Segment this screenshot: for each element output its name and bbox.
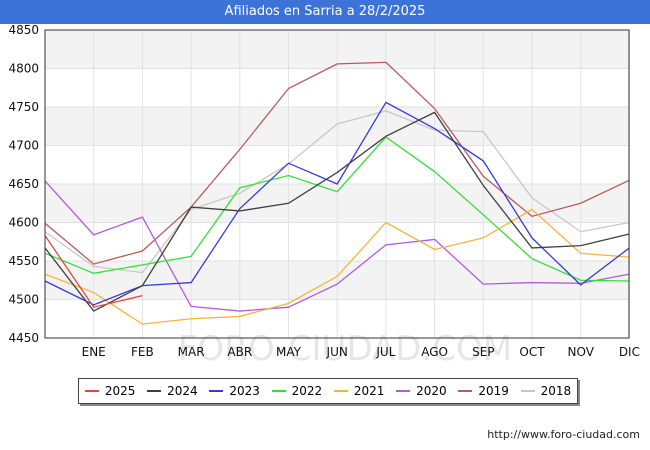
x-tick-label: MAR [178, 345, 205, 359]
legend-swatch [271, 390, 286, 392]
legend-swatch [333, 390, 348, 392]
line-chart: FORO-CIUDAD.COM 4450 4500 4550 4600 4650 4700… [8, 23, 640, 369]
y-tick-label: 4700 [8, 139, 39, 153]
x-tick-labels: ENE FEB MAR ABR MAY JUN JUL AGO SEP OCT NOV DIC [82, 345, 640, 359]
legend-label: 2018 [540, 384, 572, 398]
legend-swatch [147, 390, 162, 392]
legend-item-2020: 2020 [396, 384, 447, 398]
legend-item-2018: 2018 [520, 384, 572, 398]
legend-label: 2022 [291, 384, 323, 398]
legend-swatch [209, 390, 224, 392]
y-tick-label: 4800 [8, 62, 39, 76]
legend-item-2023: 2023 [209, 384, 260, 398]
series-line-2020 [44, 180, 630, 312]
x-tick-label: DIC [619, 345, 640, 359]
y-tick-labels: 4450 4500 4550 4600 4650 4700 4750 4800 4850 [8, 23, 39, 345]
legend-swatch [458, 390, 473, 392]
x-tick-label: JUN [326, 345, 348, 359]
footer-url[interactable]: http://www.foro-ciudad.com [487, 428, 640, 441]
legend-swatch [520, 390, 535, 392]
legend-swatch [396, 390, 411, 392]
y-tick-label: 4550 [8, 254, 39, 268]
x-tick-label: SEP [472, 345, 494, 359]
legend-item-2022: 2022 [271, 384, 323, 398]
y-tick-label: 4850 [8, 23, 39, 37]
y-tick-label: 4500 [8, 293, 39, 307]
legend-item-2021: 2021 [333, 384, 385, 398]
x-tick-label: MAY [276, 345, 302, 359]
legend-label: 2023 [229, 384, 260, 398]
legend-item-2019: 2019 [458, 384, 509, 398]
x-tick-label: OCT [519, 345, 545, 359]
chart-title: Afiliados en Sarria a 28/2/2025 [0, 0, 650, 24]
legend: 2025 2024 2023 2022 2021 2020 2019 2018 [78, 378, 578, 404]
axes [44, 29, 630, 339]
legend-item-2024: 2024 [147, 384, 198, 398]
x-tick-label: NOV [567, 345, 594, 359]
watermark: FORO-CIUDAD.COM [178, 329, 512, 369]
x-tick-label: FEB [131, 345, 154, 359]
y-tick-label: 4450 [8, 331, 39, 345]
x-tick-label: ABR [227, 345, 252, 359]
series-line-2025 [44, 235, 143, 308]
series-lines [44, 61, 630, 325]
series-line-2018 [44, 110, 630, 274]
legend-label: 2024 [167, 384, 198, 398]
legend-label: 2021 [353, 384, 385, 398]
plot-frame [44, 29, 630, 339]
legend-item-2025: 2025 [84, 384, 136, 398]
x-tick-label: JUL [375, 345, 395, 359]
y-tick-label: 4650 [8, 177, 39, 191]
legend-label: 2025 [104, 384, 136, 398]
series-line-2022 [44, 136, 630, 282]
series-line-2021 [44, 208, 630, 325]
legend-label: 2019 [478, 384, 509, 398]
x-tick-label: AGO [421, 345, 448, 359]
series-line-2019 [44, 61, 630, 265]
series-line-2024 [44, 111, 630, 312]
legend-swatch [84, 390, 99, 392]
y-tick-label: 4600 [8, 216, 39, 230]
x-tick-label: ENE [82, 345, 106, 359]
legend-label: 2020 [416, 384, 447, 398]
y-tick-label: 4750 [8, 100, 39, 114]
